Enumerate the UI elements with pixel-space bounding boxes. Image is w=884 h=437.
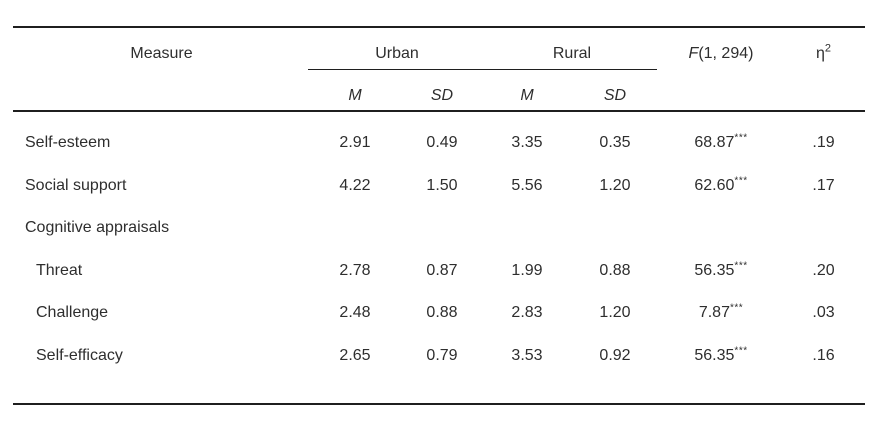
table-row-cognitive-appraisals-section: Cognitive appraisals bbox=[13, 207, 865, 250]
eta-squared-value: .17 bbox=[812, 176, 835, 194]
group-spanner-rule bbox=[308, 68, 657, 70]
measure-section-label: Cognitive appraisals bbox=[25, 219, 170, 237]
significance-asterisks: *** bbox=[729, 302, 744, 314]
measure-label: Challenge bbox=[36, 304, 109, 322]
urban-sd-value: 0.79 bbox=[426, 346, 458, 364]
f-number: 56.35 bbox=[694, 261, 735, 279]
significance-asterisks: *** bbox=[734, 132, 748, 144]
rural-sd-value: 1.20 bbox=[599, 304, 631, 322]
significance-asterisks: *** bbox=[734, 175, 748, 187]
eta-exponent: 2 bbox=[824, 42, 832, 55]
column-group-urban: Urban bbox=[375, 45, 419, 62]
eta-squared-value: .16 bbox=[812, 346, 835, 364]
column-group-rural: Rural bbox=[552, 45, 592, 62]
measure-label: Social support bbox=[25, 176, 127, 194]
column-header-measure: Measure bbox=[130, 45, 193, 62]
rural-sd-value: 0.35 bbox=[599, 134, 631, 152]
rural-mean-value: 5.56 bbox=[511, 176, 543, 194]
table-row-self-esteem: Self-esteem 2.91 0.49 3.35 0.35 68.87***… bbox=[13, 122, 865, 165]
urban-mean-value: 2.91 bbox=[339, 134, 371, 152]
subheader-urban-sd: SD bbox=[430, 87, 454, 104]
f-number: 68.87 bbox=[694, 134, 735, 152]
table-row-social-support: Social support 4.22 1.50 5.56 1.20 62.60… bbox=[13, 165, 865, 208]
measure-label: Self-efficacy bbox=[36, 346, 123, 364]
f-value: 62.60*** bbox=[660, 175, 782, 195]
subheader-rural-sd: SD bbox=[603, 87, 627, 104]
urban-sd-value: 0.87 bbox=[426, 261, 458, 279]
rural-mean-value: 3.35 bbox=[511, 134, 543, 152]
f-value: 56.35*** bbox=[660, 260, 782, 280]
significance-asterisks: *** bbox=[734, 345, 748, 357]
eta-symbol: η bbox=[815, 45, 825, 62]
table-header-row: Measure Urban Rural F(1, 294) η2 bbox=[13, 28, 865, 70]
urban-mean-value: 2.48 bbox=[339, 304, 371, 322]
subheader-rural-mean: M bbox=[520, 87, 534, 104]
f-degrees-of-freedom: (1, 294) bbox=[698, 45, 754, 62]
f-number: 56.35 bbox=[694, 346, 735, 364]
eta-squared-value: .03 bbox=[812, 304, 835, 322]
f-value: 7.87*** bbox=[660, 302, 782, 322]
table-row-self-efficacy: Self-efficacy 2.65 0.79 3.53 0.92 56.35*… bbox=[13, 335, 865, 378]
urban-sd-value: 0.49 bbox=[426, 134, 458, 152]
statistics-table: Measure Urban Rural F(1, 294) η2 M SD M … bbox=[13, 26, 865, 405]
rural-sd-value: 0.92 bbox=[599, 346, 631, 364]
rural-sd-value: 1.20 bbox=[599, 176, 631, 194]
eta-squared-value: .20 bbox=[812, 261, 835, 279]
subheader-urban-mean: M bbox=[348, 87, 362, 104]
f-number: 7.87 bbox=[698, 304, 730, 322]
table-header-bottom-rule bbox=[13, 110, 865, 112]
urban-sd-value: 1.50 bbox=[426, 176, 458, 194]
rural-sd-value: 0.88 bbox=[599, 261, 631, 279]
rural-mean-value: 3.53 bbox=[511, 346, 543, 364]
measure-label: Self-esteem bbox=[25, 134, 111, 152]
f-value: 56.35*** bbox=[660, 345, 782, 365]
rural-mean-value: 2.83 bbox=[511, 304, 543, 322]
eta-squared-value: .19 bbox=[812, 134, 835, 152]
urban-mean-value: 2.78 bbox=[339, 261, 371, 279]
rural-mean-value: 1.99 bbox=[511, 261, 543, 279]
f-value: 68.87*** bbox=[660, 132, 782, 152]
urban-sd-value: 0.88 bbox=[426, 304, 458, 322]
table-body: Self-esteem 2.91 0.49 3.35 0.35 68.87***… bbox=[13, 112, 865, 377]
column-header-eta-squared: η2 bbox=[782, 42, 865, 63]
table-subheader-row: M SD M SD bbox=[13, 70, 865, 110]
measure-label: Threat bbox=[36, 261, 83, 279]
f-symbol: F bbox=[688, 45, 699, 62]
urban-mean-value: 2.65 bbox=[339, 346, 371, 364]
table-top-rule bbox=[13, 26, 865, 28]
table-row-threat: Threat 2.78 0.87 1.99 0.88 56.35*** .20 bbox=[13, 250, 865, 293]
f-number: 62.60 bbox=[694, 176, 735, 194]
column-header-f-statistic: F(1, 294) bbox=[660, 45, 782, 63]
urban-mean-value: 4.22 bbox=[339, 176, 371, 194]
table-bottom-rule bbox=[13, 403, 865, 405]
table-row-challenge: Challenge 2.48 0.88 2.83 1.20 7.87*** .0… bbox=[13, 292, 865, 335]
significance-asterisks: *** bbox=[734, 260, 748, 272]
